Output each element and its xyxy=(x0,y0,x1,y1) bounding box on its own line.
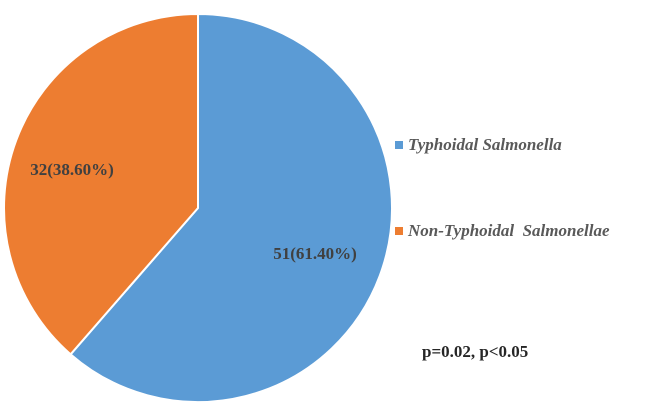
legend-item-typhoidal: Typhoidal Salmonella xyxy=(395,133,665,157)
legend: Typhoidal Salmonella Non-Typhoidal Salmo… xyxy=(395,133,665,305)
legend-label-non-typhoidal: Non-Typhoidal Salmonellae xyxy=(408,221,610,240)
legend-label-typhoidal: Typhoidal Salmonella xyxy=(408,135,562,154)
pie-slice-typhoidal xyxy=(69,12,393,403)
slice-label-non-typhoidal: 32(38.60%) xyxy=(30,160,114,179)
slice-label-typhoidal: 51(61.40%) xyxy=(273,244,357,263)
slice-labels: 51(61.40%) 32(38.60%) xyxy=(30,160,357,263)
pie-slice-non-typhoidal xyxy=(3,12,199,356)
pie-slices xyxy=(3,12,393,403)
p-value-annotation: p=0.02, p<0.05 xyxy=(422,342,529,361)
legend-item-non-typhoidal: Non-Typhoidal Salmonellae xyxy=(395,219,665,243)
legend-swatch-non-typhoidal xyxy=(395,227,403,235)
legend-swatch-typhoidal xyxy=(395,141,403,149)
